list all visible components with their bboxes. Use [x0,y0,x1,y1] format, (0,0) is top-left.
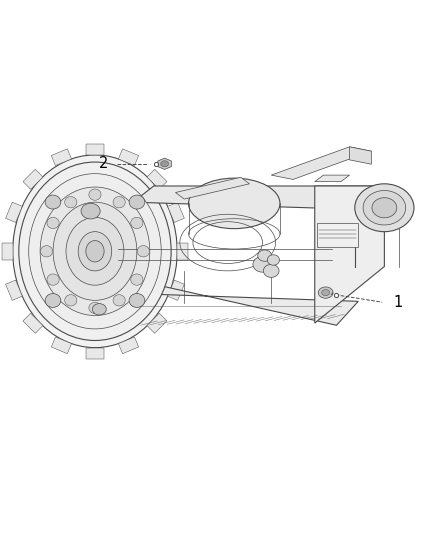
Polygon shape [315,186,385,323]
Ellipse shape [89,302,101,313]
Polygon shape [106,273,358,325]
Ellipse shape [363,190,406,225]
Ellipse shape [65,197,77,208]
Ellipse shape [318,287,333,298]
Polygon shape [51,337,71,354]
Ellipse shape [188,178,280,229]
Polygon shape [133,186,385,210]
Polygon shape [86,348,104,359]
Ellipse shape [66,217,124,285]
Polygon shape [23,313,43,333]
Polygon shape [118,149,139,166]
Ellipse shape [19,162,171,341]
Ellipse shape [137,246,149,257]
Polygon shape [176,177,250,199]
Ellipse shape [45,294,61,308]
Ellipse shape [53,202,137,300]
FancyBboxPatch shape [317,223,358,247]
Ellipse shape [131,217,143,229]
Polygon shape [2,243,13,260]
Text: 2: 2 [99,156,109,171]
Polygon shape [6,202,22,222]
Ellipse shape [65,295,77,306]
Polygon shape [350,147,371,164]
Ellipse shape [47,217,59,229]
Polygon shape [315,175,350,182]
Polygon shape [86,144,104,155]
Polygon shape [147,169,167,189]
Polygon shape [177,243,188,260]
Ellipse shape [131,274,143,285]
Ellipse shape [86,240,104,262]
Polygon shape [168,280,184,301]
Ellipse shape [267,255,279,265]
Ellipse shape [355,184,414,232]
Polygon shape [147,313,167,333]
Polygon shape [158,158,171,169]
Polygon shape [6,280,22,301]
Polygon shape [51,149,71,166]
Ellipse shape [113,197,125,208]
Ellipse shape [47,274,59,285]
Ellipse shape [253,256,272,272]
Polygon shape [168,202,184,222]
Ellipse shape [81,203,100,219]
Ellipse shape [372,198,397,218]
Polygon shape [23,169,43,189]
Ellipse shape [263,264,279,277]
Polygon shape [271,147,371,180]
Ellipse shape [29,174,161,329]
Ellipse shape [113,295,125,306]
Ellipse shape [322,289,329,296]
Ellipse shape [45,195,61,209]
Ellipse shape [78,232,112,271]
Ellipse shape [13,155,177,348]
Ellipse shape [40,187,150,316]
Ellipse shape [92,304,106,315]
Polygon shape [118,337,139,354]
Ellipse shape [129,294,145,308]
Ellipse shape [161,161,169,167]
Ellipse shape [258,250,272,261]
Text: 1: 1 [393,295,403,310]
Ellipse shape [129,195,145,209]
Ellipse shape [40,246,53,257]
Ellipse shape [89,189,101,200]
